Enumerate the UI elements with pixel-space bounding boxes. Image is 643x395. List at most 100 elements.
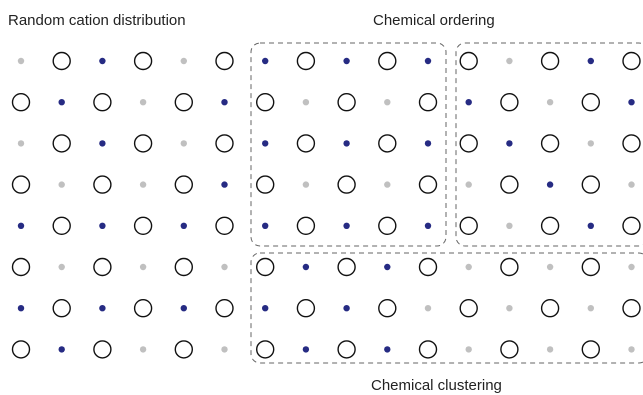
cation-dot-dark [343,305,350,312]
cation-dot-light [424,305,432,312]
cation-dot-light [139,263,147,271]
cation-dot-dark [99,57,106,65]
cation-dot-dark [424,222,432,229]
cation-dot-light [628,346,635,353]
anion-site-ring [540,216,560,236]
cation-dot-light [180,57,187,65]
cation-dot-light [17,57,25,65]
cation-dot-dark [424,140,432,147]
anion-site-ring [459,299,478,318]
cation-dot-dark [262,140,269,147]
cation-dot-light [58,263,65,271]
anion-site-ring [459,216,478,236]
anion-site-ring [256,257,275,277]
cation-dot-dark [628,99,635,106]
cation-dot-dark [99,140,106,147]
anion-site-ring [256,340,275,359]
anion-site-ring [215,216,234,236]
cation-dot-dark [465,99,472,106]
anion-site-ring [133,299,153,318]
anion-site-ring [418,92,438,112]
ordering-box-right [455,42,643,247]
cation-dot-light [17,140,25,147]
cation-dot-dark [343,140,350,147]
cation-dot-dark [506,140,513,147]
anion-site-ring [93,92,112,112]
anion-site-ring [11,340,31,359]
anion-site-ring [133,51,153,71]
anion-site-ring [581,175,600,194]
cation-dot-light [139,181,147,188]
cation-dot-light [546,346,554,353]
anion-site-ring [459,134,478,153]
anion-site-ring [133,134,153,153]
cation-dot-dark [180,305,187,312]
anion-site-ring [581,257,600,277]
label-chemical-clustering: Chemical clustering [371,377,502,394]
anion-site-ring [500,257,519,277]
anion-site-ring [52,51,71,71]
label-chemical-ordering: Chemical ordering [373,12,495,29]
cation-dot-light [628,263,635,271]
anion-site-ring [581,92,600,112]
cation-dot-dark [343,222,350,229]
anion-site-ring [52,299,71,318]
anion-site-ring [296,216,316,236]
anion-site-ring [500,340,519,359]
anion-site-ring [52,134,71,153]
cation-dot-dark [58,346,65,353]
cation-dot-light [587,140,594,147]
anion-site-ring [174,175,194,194]
anion-site-ring [133,216,153,236]
anion-site-ring [11,257,31,277]
clustering-box [250,252,643,364]
anion-site-ring [296,51,316,71]
cation-dot-dark [221,181,228,188]
anion-site-ring [215,134,234,153]
anion-site-ring [581,340,600,359]
cation-dot-light [587,305,594,312]
anion-site-ring [418,175,438,194]
cation-dot-light [180,140,187,147]
cation-dot-dark [384,263,391,271]
anion-site-ring [256,92,275,112]
cation-dot-dark [587,222,594,229]
cation-dot-dark [99,305,106,312]
anion-site-ring [296,134,316,153]
anion-site-ring [418,257,438,277]
cation-dot-dark [262,305,269,312]
cation-dot-light [384,99,391,106]
anion-site-ring [622,134,641,153]
cation-dot-dark [17,305,25,312]
cation-dot-dark [221,99,228,106]
anion-site-ring [174,257,194,277]
cation-dot-dark [587,57,594,65]
anion-site-ring [337,175,356,194]
cation-dot-dark [17,222,25,229]
lattice [11,51,641,359]
cation-dot-dark [180,222,187,229]
cation-dot-dark [424,57,432,65]
cation-dot-dark [99,222,106,229]
cation-dot-dark [384,346,391,353]
cation-dot-dark [58,99,65,106]
cation-dot-light [465,346,472,353]
anion-site-ring [337,340,356,359]
anion-site-ring [93,340,112,359]
anion-site-ring [622,216,641,236]
anion-site-ring [11,175,31,194]
cation-dot-dark [546,181,554,188]
ordering-box-left [250,42,447,247]
cation-dot-dark [262,222,269,229]
cation-dot-light [139,346,147,353]
anion-site-ring [540,134,560,153]
anion-site-ring [52,216,71,236]
cation-dot-light [302,181,310,188]
cation-dot-dark [262,57,269,65]
cation-dot-light [465,181,472,188]
cation-dot-light [465,263,472,271]
cation-dot-light [546,263,554,271]
anion-site-ring [256,175,275,194]
anion-site-ring [378,216,397,236]
anion-site-ring [378,51,397,71]
